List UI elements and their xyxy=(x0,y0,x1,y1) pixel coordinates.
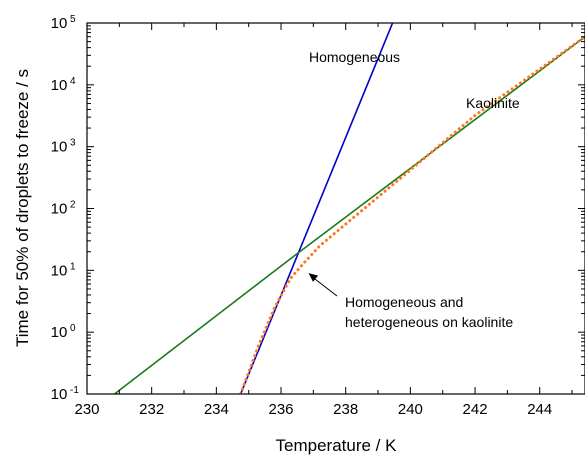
y-tick-label: 10 xyxy=(51,262,68,279)
y-tick-exponent: 0 xyxy=(70,323,76,334)
annotation-layer: Homogeneous Kaolinite Homogeneous and heter… xyxy=(308,49,520,330)
y-tick-exponent: 1 xyxy=(70,261,76,272)
x-tick-label: 232 xyxy=(139,401,164,418)
x-tick-label: 240 xyxy=(398,401,423,418)
y-tick-label: 10 xyxy=(51,201,68,218)
annotation-arrow-head xyxy=(308,273,319,282)
y-tick-exponent: 3 xyxy=(70,138,76,149)
x-tick-label: 234 xyxy=(204,401,229,418)
x-tick-label: 242 xyxy=(463,401,488,418)
y-tick-exponent: 2 xyxy=(70,200,76,211)
y-tick-exponent: 4 xyxy=(70,76,76,87)
x-tick-label: 244 xyxy=(527,401,552,418)
series-layer xyxy=(114,23,585,394)
y-tick-label: 10 xyxy=(51,324,68,341)
y-tick-exponent: -1 xyxy=(70,385,79,396)
x-tick-label: 236 xyxy=(269,401,294,418)
y-tick-label: 10 xyxy=(51,139,68,156)
label-combined: Homogeneous and heterogeneous on kaolinit… xyxy=(345,294,513,330)
y-tick-exponent: 5 xyxy=(70,14,76,25)
plot-frame xyxy=(86,22,585,395)
x-axis-title: Temperature / K xyxy=(276,436,398,455)
annotation-arrow-line xyxy=(312,276,338,297)
series-line-2 xyxy=(114,36,585,394)
label-homogeneous: Homogeneous xyxy=(309,49,400,65)
series-line-1 xyxy=(239,23,394,394)
label-kaolinite: Kaolinite xyxy=(466,95,520,111)
y-axis-title: Time for 50% of droplets to freeze / s xyxy=(13,69,32,347)
y-tick-label: 10 xyxy=(51,77,68,94)
x-tick-label: 230 xyxy=(74,401,99,418)
series-line-3 xyxy=(239,35,585,394)
x-tick-label: 238 xyxy=(333,401,358,418)
y-tick-label: 10 xyxy=(51,386,68,403)
y-tick-label: 10 xyxy=(51,15,68,32)
